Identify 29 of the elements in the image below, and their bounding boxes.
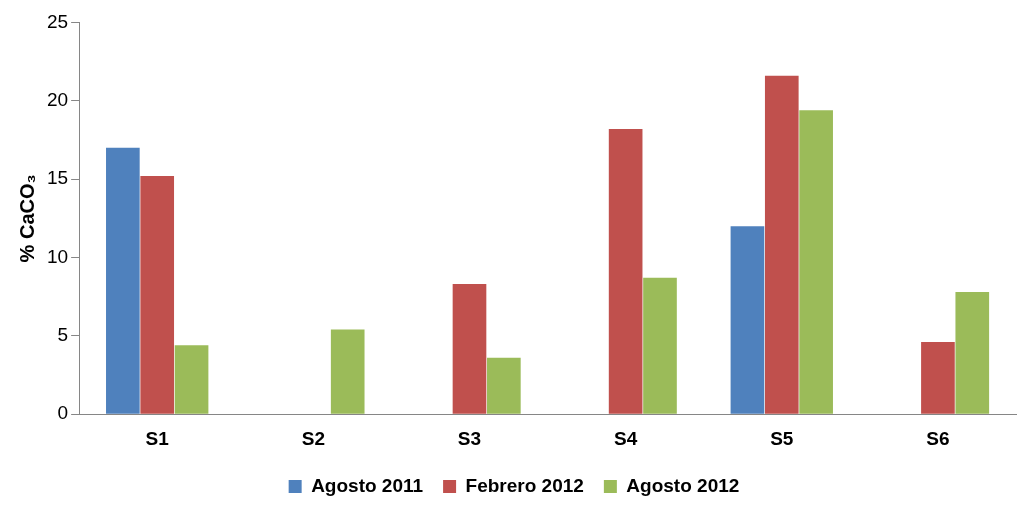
legend-label: Febrero 2012 xyxy=(465,474,584,496)
y-tick-label: 25 xyxy=(46,10,69,32)
x-tick-label: S2 xyxy=(301,427,325,449)
bar xyxy=(330,329,365,414)
bar xyxy=(140,175,175,414)
x-tick-label: S1 xyxy=(145,427,170,449)
y-tick-label: 20 xyxy=(46,88,69,110)
y-tick-label: 0 xyxy=(57,402,69,424)
bar xyxy=(106,147,140,414)
bar xyxy=(452,284,487,414)
bar xyxy=(921,342,955,414)
x-tick-label: S3 xyxy=(457,427,482,449)
x-tick-label: S4 xyxy=(614,427,638,449)
bar xyxy=(955,291,990,414)
bar xyxy=(643,277,677,414)
bar xyxy=(608,128,643,414)
bar xyxy=(764,75,799,414)
y-tick-label: 15 xyxy=(46,167,69,189)
bar xyxy=(799,110,833,414)
x-tick-label: S5 xyxy=(770,427,794,449)
bar xyxy=(730,226,765,414)
legend-label: Agosto 2011 xyxy=(311,474,424,496)
y-tick-label: 5 xyxy=(57,324,69,346)
y-tick-label: 10 xyxy=(46,245,69,267)
bar xyxy=(487,357,521,414)
bar xyxy=(174,345,209,414)
y-axis-title: % CaCO₃ xyxy=(15,174,38,263)
x-tick-label: S6 xyxy=(926,427,950,449)
legend-label: Agosto 2012 xyxy=(626,474,740,496)
